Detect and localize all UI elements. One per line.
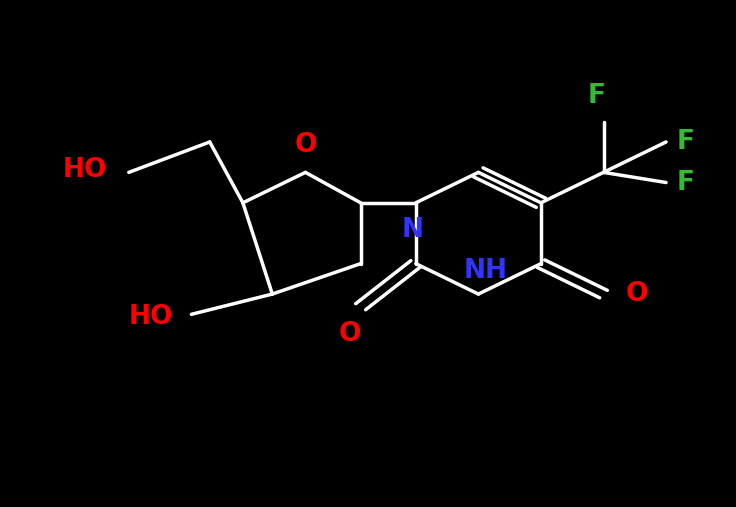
Text: F: F	[587, 83, 605, 109]
Text: NH: NH	[464, 258, 508, 284]
Text: O: O	[626, 281, 648, 307]
Text: F: F	[677, 169, 695, 196]
Text: HO: HO	[63, 157, 107, 183]
Text: HO: HO	[129, 304, 173, 330]
Text: O: O	[339, 321, 361, 347]
Text: O: O	[294, 132, 316, 158]
Text: N: N	[401, 217, 423, 243]
Text: F: F	[677, 129, 695, 155]
